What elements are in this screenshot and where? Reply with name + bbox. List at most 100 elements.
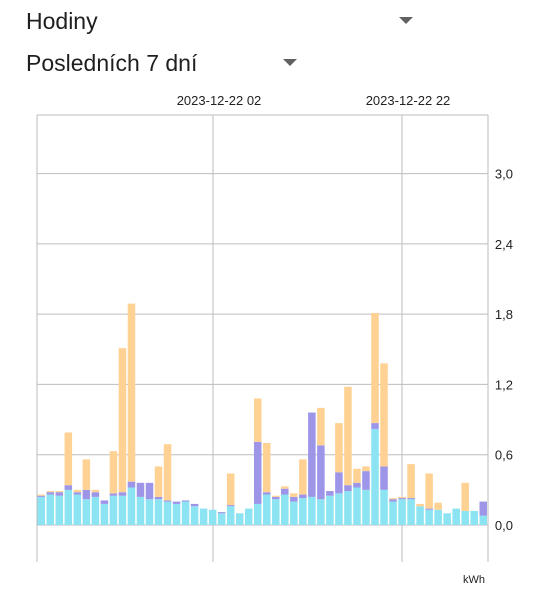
range-select[interactable]: Posledních 7 dní	[26, 48, 297, 78]
bar-segment	[109, 495, 118, 525]
chevron-down-icon	[399, 17, 413, 24]
bar-segment	[37, 494, 46, 496]
bar-segment	[127, 481, 136, 488]
bar-segment	[55, 492, 64, 496]
bar-segment	[235, 513, 244, 525]
bar-segment	[425, 509, 433, 525]
bar-segment	[272, 499, 280, 525]
bar-segment	[317, 499, 325, 525]
chart-ticks: 0,0 0,6 1,2 1,8 2,4 3,0 2023-12-22 02 2023-12-2…	[177, 93, 513, 586]
bar-segment	[425, 473, 433, 509]
bar-segment	[244, 508, 253, 525]
bar-segment	[91, 496, 100, 525]
bar-segment	[461, 510, 469, 525]
bar-segment	[55, 495, 64, 525]
bar-segment	[389, 498, 397, 500]
bar-segment	[290, 496, 298, 502]
bar-segment	[389, 501, 397, 525]
bar-segment	[290, 493, 298, 497]
bar-segment	[226, 473, 235, 506]
bar-segment	[380, 466, 388, 490]
bar-segment	[479, 515, 487, 525]
bar-segment	[389, 499, 397, 502]
bar-segment	[154, 499, 163, 525]
bar-segment	[380, 489, 388, 525]
bar-segment	[380, 363, 388, 467]
bar-segment	[281, 494, 289, 525]
bar-segment	[299, 498, 307, 525]
bar-segment	[136, 496, 145, 525]
bar-segment	[172, 503, 181, 525]
bar-segment	[281, 486, 289, 489]
bar-segment	[64, 485, 73, 490]
bar-segment	[37, 496, 46, 525]
bar-segment	[100, 500, 109, 504]
unit-label: kWh	[463, 574, 485, 586]
bar-segment	[362, 466, 370, 472]
bar-segment	[46, 491, 55, 493]
bar-segment	[353, 487, 361, 525]
bar-segment	[190, 503, 199, 507]
bar-segment	[64, 432, 73, 486]
y-tick-label: 1,8	[495, 307, 513, 322]
bar-segment	[353, 468, 361, 483]
bar-segment	[317, 407, 325, 446]
bar-segment	[181, 501, 190, 525]
bar-segment	[434, 502, 442, 510]
bar-segment	[335, 423, 343, 473]
bar-segment	[281, 488, 289, 495]
bar-segment	[479, 501, 487, 516]
bar-segment	[452, 508, 460, 525]
bar-segment	[253, 441, 262, 504]
bar-segment	[118, 348, 127, 493]
bar-segment	[109, 451, 118, 494]
range-select-label: Posledních 7 dní	[26, 50, 198, 76]
bar-segment	[253, 398, 262, 442]
bar-segment	[272, 496, 280, 500]
bar-segment	[82, 499, 91, 525]
bar-segment	[344, 491, 352, 525]
y-tick-label: 1,2	[495, 377, 513, 392]
bar-segment	[127, 303, 136, 482]
bar-segment	[407, 499, 415, 525]
chart-grid	[36, 114, 489, 562]
bar-segment	[127, 487, 136, 525]
bar-segment	[398, 498, 406, 500]
bar-segment	[353, 482, 361, 488]
period-select-label: Hodiny	[26, 8, 98, 34]
bar-segment	[109, 493, 118, 496]
bar-segment	[299, 459, 307, 495]
chevron-down-icon	[283, 59, 297, 66]
bar-segment	[64, 489, 73, 525]
bar-segment	[163, 500, 172, 502]
bar-segment	[208, 509, 217, 525]
bar-segment	[82, 459, 91, 490]
bar-segment	[371, 423, 379, 429]
bar-segment	[91, 489, 100, 493]
bar-segment	[217, 512, 226, 514]
bar-segment	[73, 492, 82, 495]
bar-segment	[416, 506, 424, 525]
bar-segment	[398, 499, 406, 525]
bar-segment	[263, 492, 271, 495]
bar-segment	[308, 496, 316, 525]
chart-bars	[37, 303, 487, 525]
bar-segment	[154, 496, 163, 500]
bar-segment	[118, 492, 127, 496]
bar-segment	[253, 503, 262, 525]
period-select[interactable]: Hodiny	[26, 6, 413, 36]
bar-segment	[145, 499, 154, 525]
bar-segment	[163, 444, 172, 501]
bar-segment	[163, 501, 172, 525]
bar-segment	[326, 495, 334, 525]
bar-segment	[362, 471, 370, 490]
y-tick-label: 0,6	[495, 448, 513, 463]
bar-segment	[398, 496, 406, 499]
bar-segment	[317, 445, 325, 500]
bar-segment	[226, 505, 235, 507]
bar-segment	[371, 428, 379, 525]
bar-segment	[344, 386, 352, 486]
bar-segment	[263, 494, 271, 525]
bar-segment	[190, 506, 199, 525]
